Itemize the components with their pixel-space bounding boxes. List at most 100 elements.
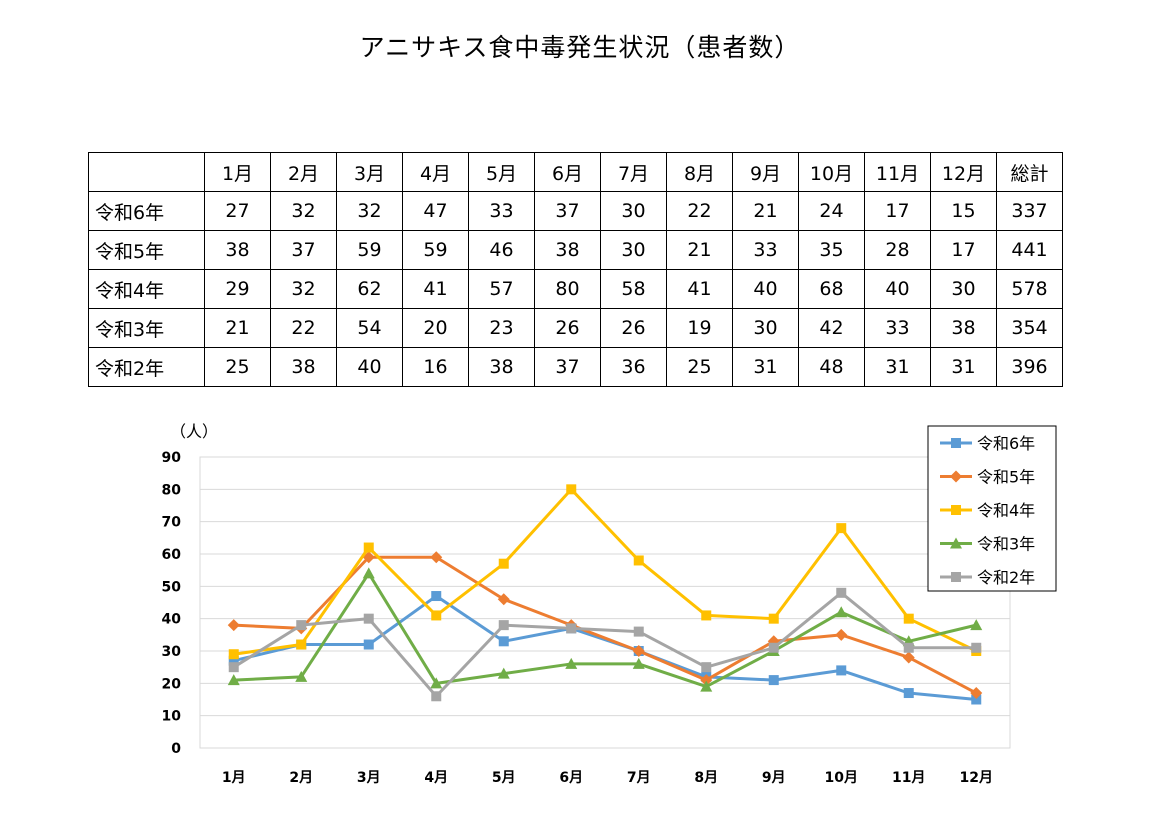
table-cell: 17	[930, 230, 997, 270]
data-point	[836, 587, 847, 598]
table-cell: 25	[204, 347, 271, 387]
y-tick-label: 70	[162, 515, 182, 531]
data-point	[228, 662, 239, 673]
data-point	[228, 649, 239, 660]
data-point	[768, 642, 779, 653]
table-cell: 30	[930, 269, 997, 309]
data-point	[566, 623, 577, 634]
y-tick-label: 50	[162, 579, 182, 595]
x-tick-label: 11月	[892, 770, 925, 786]
table-cell: 22	[666, 191, 733, 231]
series-line-1	[233, 594, 977, 701]
data-point	[497, 667, 510, 679]
table-header: 3月	[336, 152, 403, 192]
table-cell: 58	[600, 269, 667, 309]
y-tick-label: 80	[162, 482, 182, 498]
table-cell: 41	[666, 269, 733, 309]
data-point	[971, 642, 982, 653]
table-cell: 38	[270, 347, 337, 387]
table-header: 8月	[666, 152, 733, 192]
table-cell: 27	[204, 191, 271, 231]
data-point	[295, 670, 308, 682]
table-cell: 47	[402, 191, 469, 231]
data-point	[296, 639, 307, 650]
data-point	[971, 694, 982, 705]
table-cell: 38	[534, 230, 601, 270]
table-cell: 30	[600, 191, 667, 231]
table-cell: 33	[468, 191, 535, 231]
data-point	[970, 619, 983, 631]
table-cell: 59	[336, 230, 403, 270]
table-cell: 42	[798, 308, 865, 348]
table-cell: 46	[468, 230, 535, 270]
data-point	[700, 674, 713, 687]
table-cell: 24	[798, 191, 865, 231]
table-cell: 26	[534, 308, 601, 348]
table-cell: 20	[402, 308, 469, 348]
x-tick-label: 7月	[627, 770, 651, 786]
table-cell: 31	[732, 347, 799, 387]
table-header: 6月	[534, 152, 601, 192]
y-tick-label: 0	[171, 741, 181, 757]
legend-label: 令和3年	[977, 535, 1035, 554]
series-line-5	[232, 591, 977, 698]
legend-marker	[950, 537, 962, 549]
table-cell: 57	[468, 269, 535, 309]
table-cell: 40	[336, 347, 403, 387]
data-point	[835, 606, 848, 618]
data-point	[768, 675, 779, 686]
table-cell: 16	[402, 347, 469, 387]
data-point	[633, 555, 644, 566]
data-point	[633, 626, 644, 637]
y-tick-label: 60	[162, 547, 182, 563]
legend-marker	[951, 438, 961, 448]
legend-marker	[950, 470, 962, 483]
y-axis-label: （人）	[170, 422, 218, 441]
table-header: 11月	[864, 152, 931, 192]
table-cell: 40	[732, 269, 799, 309]
table-header: 10月	[798, 152, 865, 192]
table-header-row: 1月 2月 3月 4月 5月 6月 7月 8月 9月 10月 11月 12月 総…	[88, 152, 1063, 192]
data-point	[227, 674, 240, 686]
data-point	[498, 558, 509, 569]
table-row: 令和5年 38 37 59 59 46 38 30 21 33 35 28 17 441	[88, 230, 1063, 270]
table-cell: 38	[204, 230, 271, 270]
table-cell: 37	[534, 191, 601, 231]
y-tick-label: 90	[162, 450, 182, 466]
legend-label: 令和5年	[977, 468, 1035, 487]
data-point	[903, 642, 914, 653]
table-row-label: 令和5年	[88, 230, 205, 270]
data-point	[970, 687, 983, 700]
table-cell: 38	[930, 308, 997, 348]
table-cell: 31	[864, 347, 931, 387]
table-header: 2月	[270, 152, 337, 192]
data-point	[701, 610, 712, 621]
table-cell: 33	[732, 230, 799, 270]
data-point	[903, 688, 914, 699]
x-tick-label: 8月	[694, 770, 718, 786]
data-point	[903, 613, 914, 624]
table-cell: 337	[996, 191, 1063, 231]
table-cell: 30	[732, 308, 799, 348]
data-point	[431, 691, 442, 702]
table-cell: 26	[600, 308, 667, 348]
legend-marker	[951, 505, 961, 515]
data-point	[700, 680, 713, 692]
x-tick-label: 2月	[289, 770, 313, 786]
table-cell: 354	[996, 308, 1063, 348]
table-header: 4月	[402, 152, 469, 192]
table-cell: 33	[864, 308, 931, 348]
table-row-label: 令和2年	[88, 347, 205, 387]
data-point	[431, 591, 442, 602]
legend-marker	[951, 572, 961, 582]
table-cell: 40	[864, 269, 931, 309]
data-point	[632, 657, 645, 669]
y-tick-label: 20	[162, 676, 182, 692]
data-point	[296, 620, 307, 631]
data-point	[836, 665, 847, 676]
data-point	[836, 523, 847, 534]
table-cell: 31	[930, 347, 997, 387]
table-cell: 32	[336, 191, 403, 231]
table-cell: 21	[732, 191, 799, 231]
plot-area	[199, 456, 1011, 749]
